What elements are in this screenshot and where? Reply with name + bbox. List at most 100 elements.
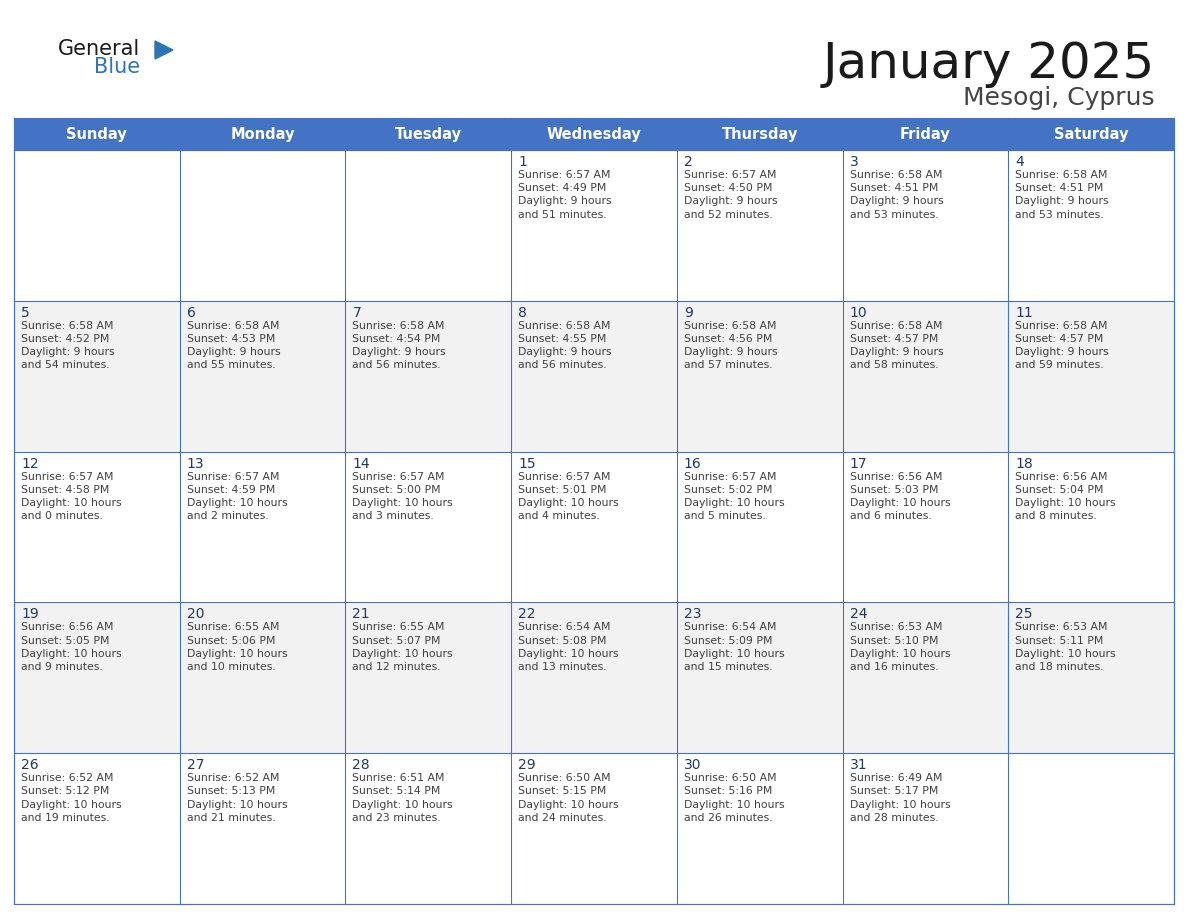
Text: Sunrise: 6:55 AM: Sunrise: 6:55 AM: [353, 622, 446, 633]
Text: Daylight: 10 hours: Daylight: 10 hours: [21, 498, 121, 508]
Text: Sunset: 5:04 PM: Sunset: 5:04 PM: [1016, 485, 1104, 495]
Text: Daylight: 10 hours: Daylight: 10 hours: [187, 498, 287, 508]
Bar: [677, 301, 842, 452]
Text: Daylight: 10 hours: Daylight: 10 hours: [518, 649, 619, 659]
Text: and 8 minutes.: and 8 minutes.: [1016, 511, 1097, 521]
Text: Sunrise: 6:56 AM: Sunrise: 6:56 AM: [1016, 472, 1107, 482]
Bar: [14, 150, 179, 301]
Bar: [511, 150, 677, 301]
Text: Sunrise: 6:57 AM: Sunrise: 6:57 AM: [21, 472, 114, 482]
Text: Sunset: 4:52 PM: Sunset: 4:52 PM: [21, 334, 109, 344]
Text: and 57 minutes.: and 57 minutes.: [684, 361, 772, 370]
Text: Daylight: 9 hours: Daylight: 9 hours: [21, 347, 114, 357]
Text: Sunset: 4:57 PM: Sunset: 4:57 PM: [1016, 334, 1104, 344]
Text: Sunset: 4:53 PM: Sunset: 4:53 PM: [187, 334, 276, 344]
Text: Blue: Blue: [94, 57, 140, 77]
Bar: [842, 602, 1009, 753]
Text: Daylight: 10 hours: Daylight: 10 hours: [353, 800, 453, 810]
Text: and 16 minutes.: and 16 minutes.: [849, 662, 939, 672]
Text: and 18 minutes.: and 18 minutes.: [1016, 662, 1104, 672]
Text: Daylight: 9 hours: Daylight: 9 hours: [187, 347, 280, 357]
Text: and 15 minutes.: and 15 minutes.: [684, 662, 772, 672]
Bar: [14, 602, 179, 753]
Bar: [842, 753, 1009, 904]
Text: Sunset: 4:54 PM: Sunset: 4:54 PM: [353, 334, 441, 344]
Text: and 55 minutes.: and 55 minutes.: [187, 361, 276, 370]
Text: and 6 minutes.: and 6 minutes.: [849, 511, 931, 521]
Text: and 24 minutes.: and 24 minutes.: [518, 812, 607, 823]
Bar: [346, 452, 511, 602]
Bar: [346, 150, 511, 301]
Text: Daylight: 10 hours: Daylight: 10 hours: [21, 649, 121, 659]
Text: and 53 minutes.: and 53 minutes.: [849, 209, 939, 219]
Text: 29: 29: [518, 758, 536, 772]
Text: and 56 minutes.: and 56 minutes.: [353, 361, 441, 370]
Bar: [677, 753, 842, 904]
Text: and 10 minutes.: and 10 minutes.: [187, 662, 276, 672]
Text: Sunset: 4:59 PM: Sunset: 4:59 PM: [187, 485, 276, 495]
Text: Sunrise: 6:51 AM: Sunrise: 6:51 AM: [353, 773, 446, 783]
Text: 26: 26: [21, 758, 39, 772]
Text: Wednesday: Wednesday: [546, 127, 642, 141]
Bar: [1009, 150, 1174, 301]
Bar: [842, 452, 1009, 602]
Text: Sunset: 5:00 PM: Sunset: 5:00 PM: [353, 485, 441, 495]
Bar: [511, 301, 677, 452]
Text: Sunset: 5:02 PM: Sunset: 5:02 PM: [684, 485, 772, 495]
Text: 20: 20: [187, 608, 204, 621]
Text: Daylight: 9 hours: Daylight: 9 hours: [684, 347, 777, 357]
Bar: [511, 452, 677, 602]
Text: Sunset: 4:58 PM: Sunset: 4:58 PM: [21, 485, 109, 495]
Text: Saturday: Saturday: [1054, 127, 1129, 141]
Bar: [346, 301, 511, 452]
Bar: [511, 753, 677, 904]
Text: Sunrise: 6:58 AM: Sunrise: 6:58 AM: [1016, 320, 1107, 330]
Text: Sunset: 5:14 PM: Sunset: 5:14 PM: [353, 787, 441, 797]
Text: Sunset: 5:06 PM: Sunset: 5:06 PM: [187, 635, 276, 645]
Bar: [14, 452, 179, 602]
Text: Daylight: 9 hours: Daylight: 9 hours: [684, 196, 777, 207]
Text: Daylight: 10 hours: Daylight: 10 hours: [187, 800, 287, 810]
Text: Daylight: 10 hours: Daylight: 10 hours: [353, 498, 453, 508]
Bar: [14, 301, 179, 452]
Text: Sunrise: 6:58 AM: Sunrise: 6:58 AM: [849, 170, 942, 180]
Text: Daylight: 9 hours: Daylight: 9 hours: [1016, 196, 1108, 207]
Text: Daylight: 9 hours: Daylight: 9 hours: [1016, 347, 1108, 357]
Text: and 13 minutes.: and 13 minutes.: [518, 662, 607, 672]
Text: and 53 minutes.: and 53 minutes.: [1016, 209, 1104, 219]
Text: 4: 4: [1016, 155, 1024, 169]
Text: and 26 minutes.: and 26 minutes.: [684, 812, 772, 823]
Text: Sunrise: 6:57 AM: Sunrise: 6:57 AM: [684, 472, 776, 482]
Text: Daylight: 10 hours: Daylight: 10 hours: [1016, 649, 1116, 659]
Text: and 58 minutes.: and 58 minutes.: [849, 361, 939, 370]
Text: 22: 22: [518, 608, 536, 621]
Text: Daylight: 9 hours: Daylight: 9 hours: [518, 196, 612, 207]
Text: Sunrise: 6:50 AM: Sunrise: 6:50 AM: [684, 773, 777, 783]
Bar: [1009, 753, 1174, 904]
Text: and 52 minutes.: and 52 minutes.: [684, 209, 772, 219]
Text: Sunset: 5:07 PM: Sunset: 5:07 PM: [353, 635, 441, 645]
Text: and 28 minutes.: and 28 minutes.: [849, 812, 939, 823]
Text: Daylight: 10 hours: Daylight: 10 hours: [684, 800, 784, 810]
Text: Sunset: 5:01 PM: Sunset: 5:01 PM: [518, 485, 607, 495]
Text: Sunrise: 6:50 AM: Sunrise: 6:50 AM: [518, 773, 611, 783]
Text: Daylight: 10 hours: Daylight: 10 hours: [849, 498, 950, 508]
Text: Sunrise: 6:58 AM: Sunrise: 6:58 AM: [21, 320, 114, 330]
Text: Sunrise: 6:54 AM: Sunrise: 6:54 AM: [684, 622, 776, 633]
Text: Daylight: 10 hours: Daylight: 10 hours: [1016, 498, 1116, 508]
Text: 16: 16: [684, 456, 702, 471]
Bar: [14, 118, 1174, 150]
Text: Sunset: 4:56 PM: Sunset: 4:56 PM: [684, 334, 772, 344]
Text: Daylight: 9 hours: Daylight: 9 hours: [353, 347, 446, 357]
Text: Sunset: 4:51 PM: Sunset: 4:51 PM: [849, 184, 939, 193]
Text: Daylight: 10 hours: Daylight: 10 hours: [187, 649, 287, 659]
Text: 18: 18: [1016, 456, 1034, 471]
Text: Sunset: 4:51 PM: Sunset: 4:51 PM: [1016, 184, 1104, 193]
Text: Friday: Friday: [901, 127, 950, 141]
Text: Sunset: 5:05 PM: Sunset: 5:05 PM: [21, 635, 109, 645]
Text: Daylight: 9 hours: Daylight: 9 hours: [849, 196, 943, 207]
Text: Daylight: 9 hours: Daylight: 9 hours: [849, 347, 943, 357]
Text: 31: 31: [849, 758, 867, 772]
Text: 27: 27: [187, 758, 204, 772]
Text: and 51 minutes.: and 51 minutes.: [518, 209, 607, 219]
